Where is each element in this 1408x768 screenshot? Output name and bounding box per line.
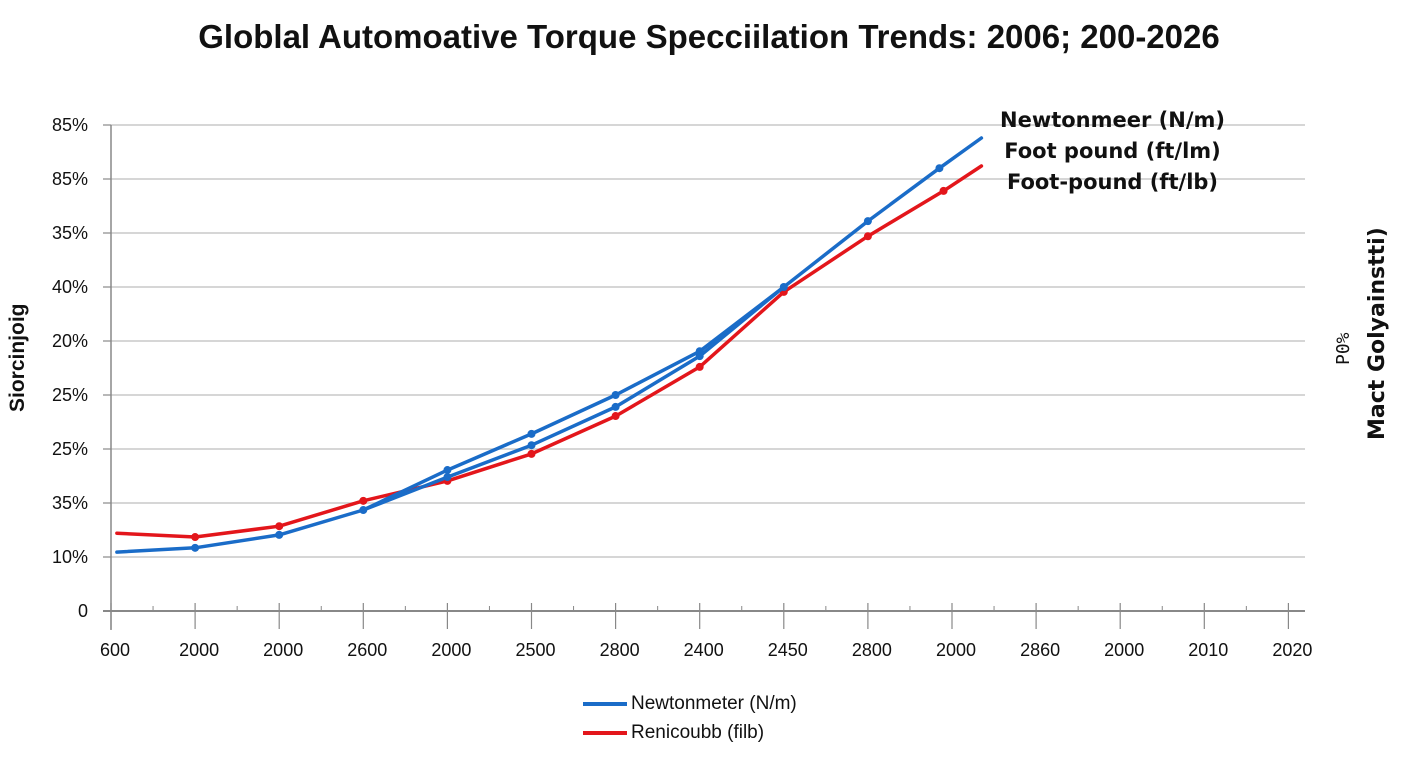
data-point [863,232,872,241]
legend-item-red: Renicoubb (filb) [583,722,764,744]
data-point [695,362,704,371]
x-tick-label: 2800 [600,640,640,660]
legend-label: Renicoubb (filb) [631,722,765,743]
data-point [359,496,368,505]
series-renicoubb-filb- [115,164,984,542]
y-tick-label: 25% [52,385,88,405]
top-legend-item: Foot-pound (ft/lb) [1006,170,1219,194]
x-tick-label: 2000 [1104,640,1144,660]
series-newtonmeter-n-m- [115,136,984,554]
y-tick-label: 35% [52,493,88,513]
chart-title: Globlal Automoative Torque Specciilation… [198,18,1220,55]
data-point [443,473,452,482]
y-tick-label: 0 [78,601,88,621]
data-point [191,543,200,552]
x-tick-label: 2010 [1188,640,1228,660]
x-tick-label: 2000 [936,640,976,660]
y-axis-label: Siorcinjoig [6,303,29,412]
x-tick-label: 2020 [1272,640,1312,660]
x-tick-label: 2860 [1020,640,1060,660]
series-line [361,285,786,512]
data-point [443,466,452,475]
data-point [359,506,368,515]
data-point [935,164,944,173]
data-point [611,412,620,421]
y-tick-label: 20% [52,331,88,351]
x-tick-label: 600 [100,640,130,660]
data-point [863,217,872,226]
y-tick-label: 25% [52,439,88,459]
legend-item-blue: Newtonmeter (N/m) [583,693,797,715]
data-point [779,283,788,291]
y-tick-label: 85% [52,169,88,189]
legend-swatch-blue [583,702,627,706]
axes [103,124,1305,630]
y-tick-label: 35% [52,223,88,243]
x-tick-label: 2000 [179,640,219,660]
x-tick-label: 2500 [515,640,555,660]
series-unnamed-1 [361,285,786,512]
top-legend-item: Newtonmeer (N/m) [1000,108,1225,132]
y-tick-label: 85% [52,115,88,135]
data-point [611,402,620,411]
series-line [115,164,984,539]
x-tick-label: 2800 [852,640,892,660]
data-point [275,530,284,539]
x-tick-label: 2000 [431,640,471,660]
right-axis-label: Mact Golyainstti) [1365,227,1390,440]
legend-swatch-red [583,731,627,735]
legend-label: Newtonmeter (N/m) [631,693,797,714]
gridlines [111,124,1305,558]
data-point [695,347,704,356]
data-point [527,449,536,458]
x-tick-labels: 600 2000 2000 2600 2000 2500 2800 2400 2450 2800 2… [100,640,1312,660]
data-point [191,533,200,542]
data-point [939,186,948,195]
y-tick-labels: 0 10% 35% 25% 25% 20% 40% 35% 85% 85% [52,115,88,621]
y-tick-label: 40% [52,277,88,297]
data-point [611,391,620,399]
y-tick-label: 10% [52,547,88,567]
right-axis-tick: P0% [1333,332,1354,365]
series-lines [115,136,984,554]
x-tick-label: 2400 [684,640,724,660]
series-line [115,136,984,554]
x-tick-label: 2450 [768,640,808,660]
x-tick-label: 2000 [263,640,303,660]
data-point [527,441,536,450]
x-tick-label: 2600 [347,640,387,660]
data-point [275,522,284,531]
top-legend-item: Foot pound (ft/lm) [1004,139,1221,163]
data-point [527,429,536,438]
